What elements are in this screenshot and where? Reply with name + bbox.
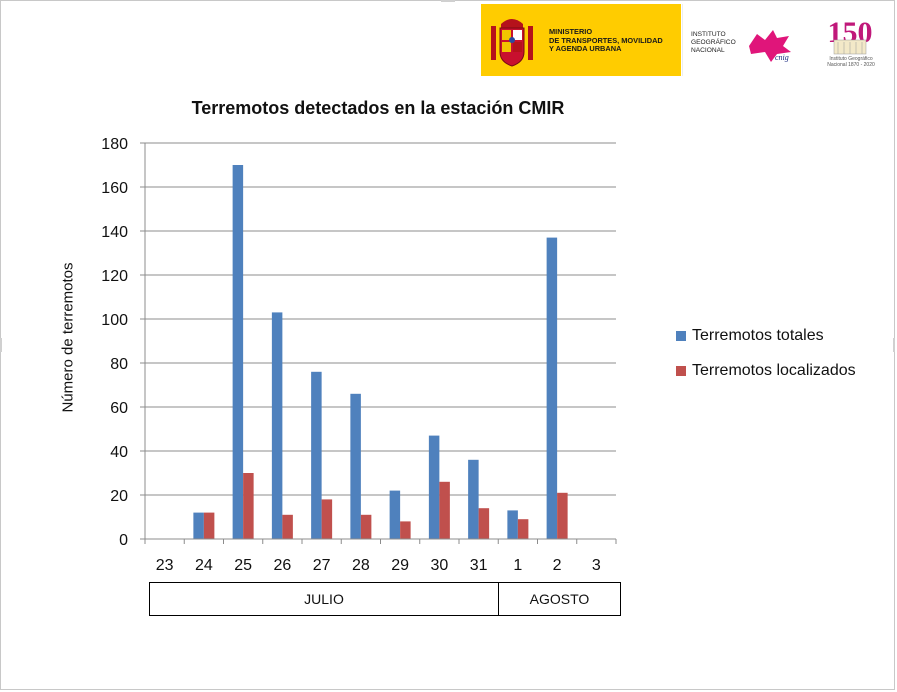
ign-logo-text: cnig xyxy=(775,53,789,62)
ign-line: NACIONAL xyxy=(691,47,725,54)
bar-localized xyxy=(203,512,215,539)
bar-localized xyxy=(360,514,372,539)
x-tick-label: 28 xyxy=(352,557,370,574)
month-group-julio: JULIO xyxy=(149,582,499,616)
chart-title: Terremotos detectados en la estación CMI… xyxy=(191,98,565,118)
bar-localized xyxy=(478,508,490,539)
y-tick-label: 120 xyxy=(101,268,128,285)
legend-label-localized: Terremotos localizados xyxy=(692,361,856,379)
y-tick-label: 40 xyxy=(110,444,128,461)
bar-total xyxy=(311,371,322,539)
chart-legend: Terremotos totales Terremotos localizado… xyxy=(676,318,856,388)
anniversary-150-logo: 150 xyxy=(828,16,873,55)
y-tick-label: 100 xyxy=(101,312,128,329)
y-tick-label: 180 xyxy=(101,136,128,153)
anniversary-line: Instituto Geográfico xyxy=(829,56,873,62)
month-label: JULIO xyxy=(304,591,344,607)
bar-total xyxy=(507,510,518,539)
x-tick-label: 24 xyxy=(195,557,213,574)
coat-of-arms-logo xyxy=(491,19,533,67)
bar-localized xyxy=(439,481,450,539)
bar-total xyxy=(193,512,204,539)
frame-handle-right xyxy=(893,338,895,352)
y-tick-label: 140 xyxy=(101,224,128,241)
month-label: AGOSTO xyxy=(529,591,590,607)
x-tick-label: 27 xyxy=(313,557,331,574)
frame-handle-left xyxy=(0,338,2,352)
legend-item-localized: Terremotos localizados xyxy=(676,353,856,388)
x-tick-label: 3 xyxy=(592,557,601,574)
ministry-line: MINISTERIO xyxy=(549,27,593,36)
ign-line: INSTITUTO xyxy=(691,31,726,38)
y-tick-label: 80 xyxy=(110,356,128,373)
month-group-agosto: AGOSTO xyxy=(498,582,621,616)
x-tick-label: 26 xyxy=(273,557,291,574)
y-tick-label: 20 xyxy=(110,488,128,505)
ministry-line: DE TRANSPORTES, MOVILIDAD xyxy=(549,35,663,45)
bar-localized xyxy=(557,492,568,539)
bar-total xyxy=(350,393,361,539)
y-tick-label: 160 xyxy=(101,180,128,197)
bar-localized xyxy=(282,514,293,539)
x-tick-label: 2 xyxy=(553,557,562,574)
ministry-banner: MINISTERIO DE TRANSPORTES, MOVILIDAD Y A… xyxy=(481,4,681,76)
y-tick-label: 0 xyxy=(119,532,128,549)
ign-block: INSTITUTO GEOGRÁFICO NACIONAL cnig xyxy=(682,4,805,76)
legend-label-total: Terremotos totales xyxy=(692,326,824,344)
ign-name: INSTITUTO GEOGRÁFICO NACIONAL xyxy=(691,31,751,55)
legend-swatch-localized xyxy=(676,365,686,376)
bar-total xyxy=(232,165,244,539)
ministry-line: Y AGENDA URBANA xyxy=(549,44,622,54)
legend-item-total: Terremotos totales xyxy=(676,318,856,353)
anniversary-caption: Instituto Geográfico Nacional 1870 - 202… xyxy=(822,56,880,68)
x-tick-label: 30 xyxy=(430,557,448,574)
x-tick-label: 29 xyxy=(391,557,409,574)
bar-total xyxy=(546,237,558,539)
ign-cnig-logo: cnig xyxy=(749,30,791,62)
bar-total xyxy=(468,459,479,539)
bar-total xyxy=(428,435,440,539)
frame-handle-top xyxy=(441,0,455,2)
legend-swatch-total xyxy=(676,330,686,341)
y-tick-label: 60 xyxy=(110,400,128,417)
x-tick-label: 25 xyxy=(234,557,252,574)
x-tick-label: 1 xyxy=(513,557,522,574)
bar-localized xyxy=(400,521,411,539)
anniversary-line: Nacional 1870 - 2020 xyxy=(827,62,875,68)
bar-total xyxy=(389,490,401,539)
bar-localized xyxy=(517,519,529,539)
ign-line: GEOGRÁFICO xyxy=(691,39,736,46)
x-tick-label: 31 xyxy=(470,557,488,574)
bar-total xyxy=(271,312,283,539)
bar-localized xyxy=(243,473,254,539)
x-tick-label: 23 xyxy=(156,557,174,574)
bar-localized xyxy=(321,499,333,539)
ministry-name: MINISTERIO DE TRANSPORTES, MOVILIDAD Y A… xyxy=(549,27,679,54)
